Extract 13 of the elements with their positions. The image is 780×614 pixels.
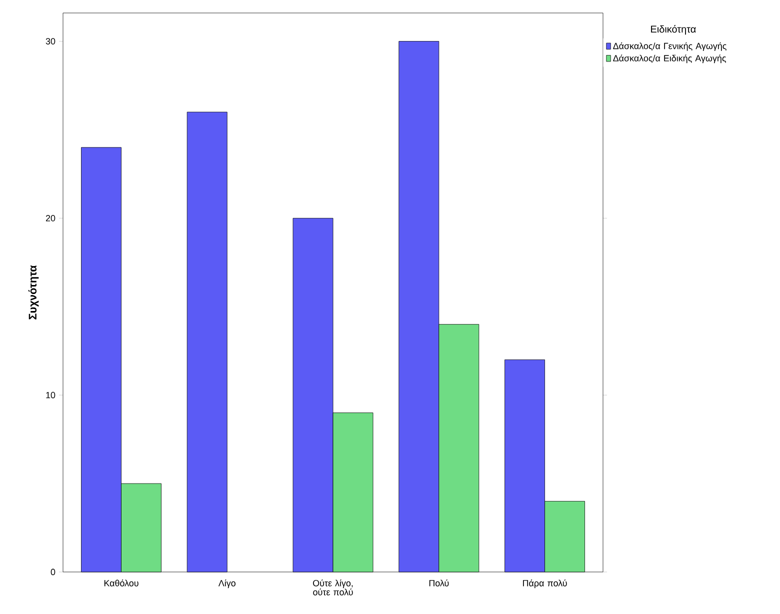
legend-label: Δάσκαλος/α Ειδικής Αγωγής [613,54,726,64]
y-axis-title: Συχνότητα [28,265,39,320]
legend-label: Δάσκαλος/α Γενικής Αγωγής [613,42,726,51]
y-tick-label: 30 [46,38,56,44]
x-tick-label: Καθόλου [104,580,138,586]
x-tick-label: Λίγο [218,580,236,588]
x-tick-label: Πάρα πολύ [523,580,567,588]
y-tick-label: 10 [46,392,56,398]
x-tick-label: Πολύ [429,580,449,586]
y-tick-label: 20 [46,215,56,222]
y-tick-label: 0 [50,568,56,576]
legend-title: Ειδικότητα [651,25,696,35]
x-tick-label: Ούτε λίγο, ούτε πολύ [313,580,353,596]
